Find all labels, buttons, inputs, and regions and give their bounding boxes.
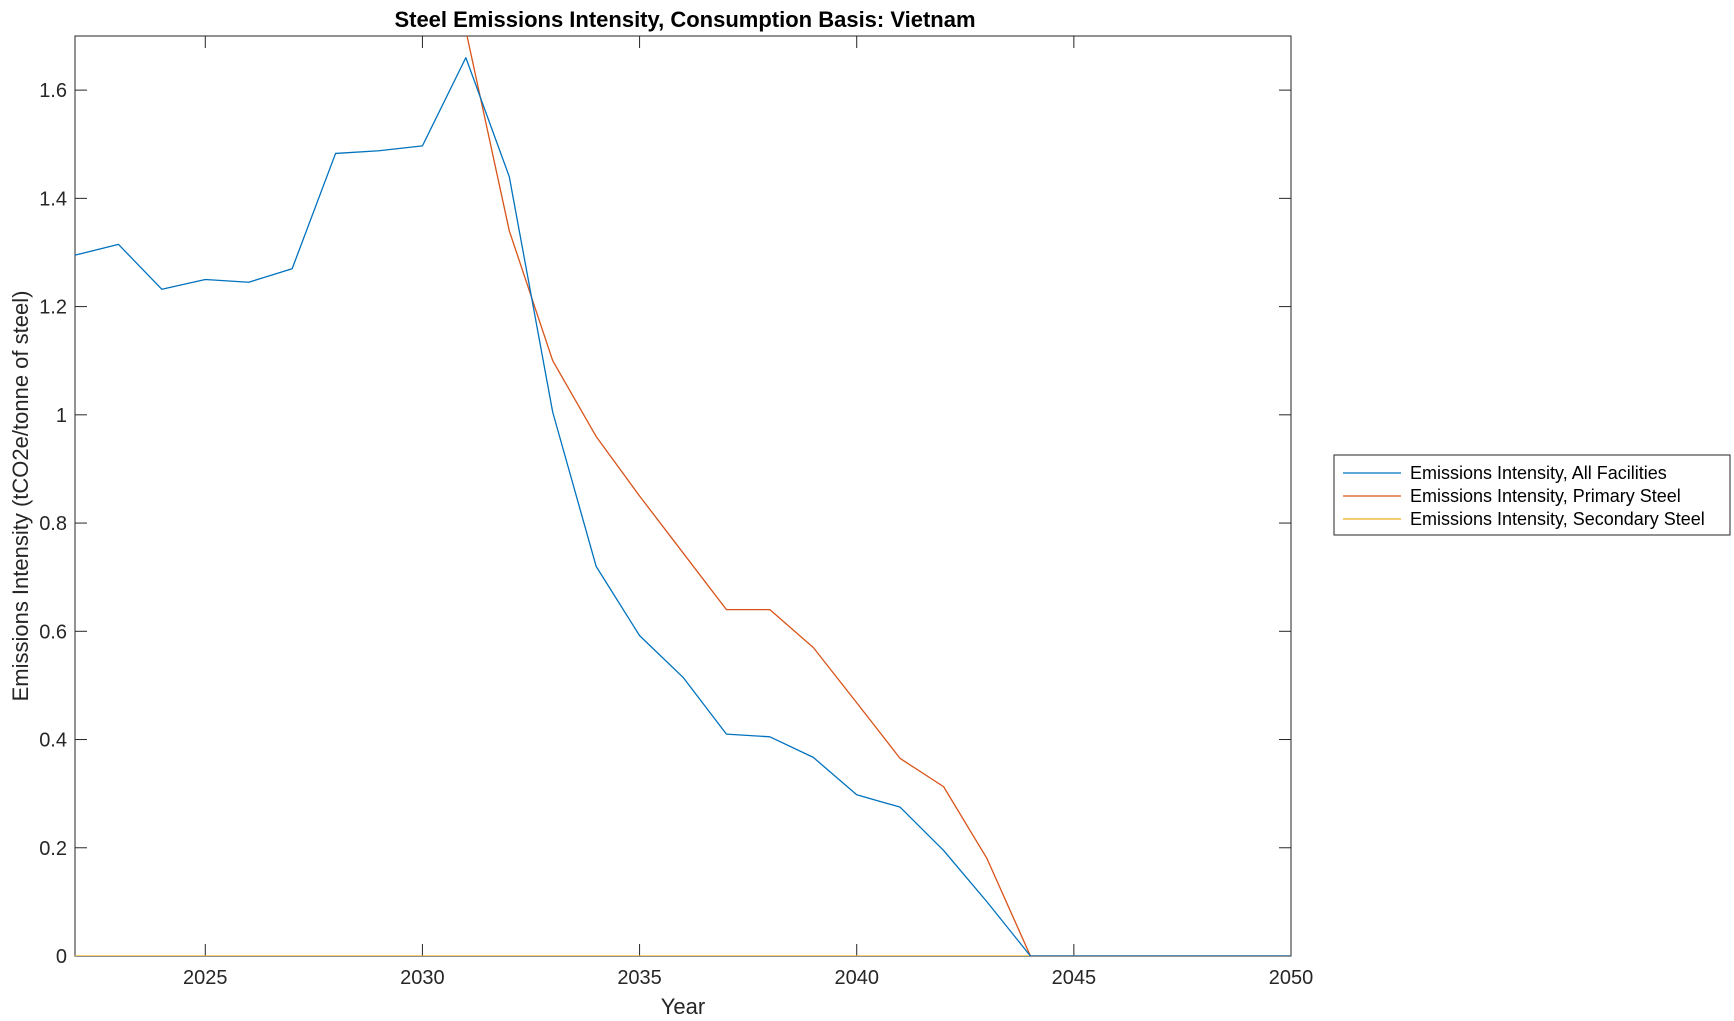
plot-area xyxy=(74,35,1292,957)
series-line-emissions-intensity-primary-steel xyxy=(466,36,1291,956)
x-tick-label: 2040 xyxy=(834,967,879,989)
y-tick-label: 1.6 xyxy=(39,80,67,102)
y-axis-label: Emissions Intensity (tCO2e/tonne of stee… xyxy=(8,291,33,702)
legend-label: Emissions Intensity, All Facilities xyxy=(1410,463,1667,483)
y-tick-label: 0 xyxy=(56,946,67,968)
y-tick-label: 0.6 xyxy=(39,621,67,643)
x-tick-label: 2025 xyxy=(183,967,228,989)
series-lines xyxy=(75,36,1291,956)
x-axis: 2025 2030 2035 2040 2045 2050 xyxy=(183,36,1313,989)
x-tick-label: 2030 xyxy=(400,967,445,989)
y-tick-label: 1.4 xyxy=(39,188,67,210)
y-tick-label: 1.2 xyxy=(39,297,67,319)
y-tick-label: 0.8 xyxy=(39,513,67,535)
x-tick-label: 2035 xyxy=(617,967,662,989)
x-tick-label: 2050 xyxy=(1269,967,1314,989)
chart-title: Steel Emissions Intensity, Consumption B… xyxy=(394,7,975,32)
legend-box xyxy=(1333,454,1731,536)
y-tick-label: 0.4 xyxy=(39,730,67,752)
x-tick-label: 2045 xyxy=(1052,967,1097,989)
series-line-emissions-intensity-all-facilities xyxy=(75,57,1291,956)
legend: Emissions Intensity, All Facilities Emiss… xyxy=(1333,454,1731,536)
legend-label: Emissions Intensity, Secondary Steel xyxy=(1410,509,1705,529)
y-tick-label: 1 xyxy=(56,405,67,427)
y-tick-label: 0.2 xyxy=(39,838,67,860)
legend-label: Emissions Intensity, Primary Steel xyxy=(1410,486,1681,506)
x-axis-label: Year xyxy=(661,994,705,1019)
y-axis: 0 0.2 0.4 0.6 0.8 1 1.2 1.4 1.6 xyxy=(39,80,1291,968)
